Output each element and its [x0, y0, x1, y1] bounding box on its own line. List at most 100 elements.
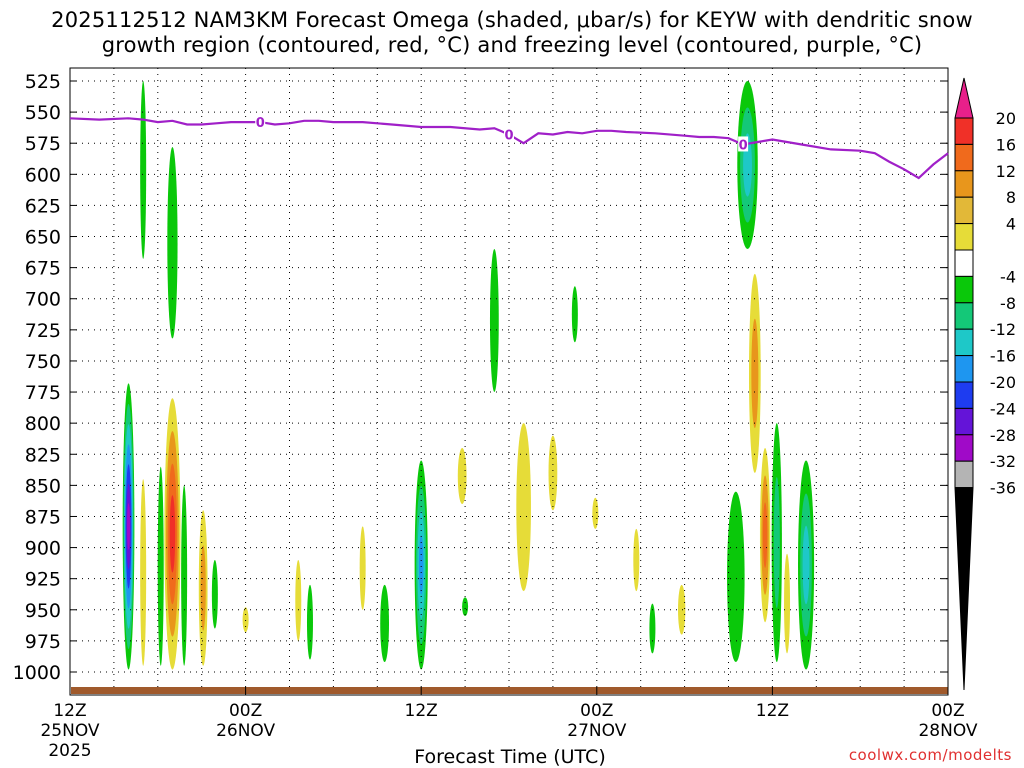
omega-shade [200, 545, 206, 631]
omega-cell [457, 448, 467, 505]
omega-cell [784, 553, 791, 654]
omega-shade [127, 503, 131, 550]
colorbar-segment [954, 328, 974, 357]
omega-cell [181, 485, 188, 666]
omega-cell [462, 597, 469, 617]
x-tick-label: 2025 [48, 741, 91, 761]
omega-shade [678, 584, 686, 635]
omega-shade [457, 448, 467, 505]
omega-shade [380, 584, 390, 663]
omega-cell [516, 423, 531, 592]
y-tick-label: 525 [25, 71, 61, 93]
omega-cell [678, 584, 686, 635]
omega-cell [211, 560, 218, 629]
y-tick-label: 975 [25, 631, 61, 653]
omega-shade [169, 495, 176, 573]
freezing-level-layer: 0 0 0 [69, 114, 949, 180]
omega-shade [571, 286, 578, 343]
colorbar-segment [954, 170, 974, 198]
x-tick-label: 00Z [931, 701, 964, 721]
omega-shade [418, 535, 424, 595]
colorbar-segment [954, 407, 974, 436]
omega-cell [798, 460, 815, 670]
omega-shade [181, 485, 188, 666]
omega-cell [198, 510, 208, 666]
omega-shade [784, 553, 791, 654]
omega-cell [380, 584, 390, 663]
omega-cell [649, 603, 656, 654]
colorbar-segment [954, 223, 974, 251]
freezing-level-label: 0 [739, 138, 748, 153]
omega-shade [802, 525, 810, 605]
ground-band [71, 687, 948, 694]
chart-title-line1: 2025112512 NAM3KM Forecast Omega (shaded… [51, 8, 973, 32]
colorbar-segment [954, 117, 974, 145]
y-tick-label: 575 [25, 133, 61, 155]
y-tick-label: 925 [25, 569, 61, 591]
y-tick-label: 650 [25, 227, 61, 249]
y-tick-label: 600 [25, 164, 61, 186]
colorbar-segment [954, 249, 974, 277]
freezing-level-line [69, 117, 949, 180]
omega-shade [157, 466, 164, 666]
colorbar-top-arrow [954, 77, 974, 119]
omega-cell [571, 286, 578, 343]
colorbar-segment [954, 196, 974, 225]
omega-shade [295, 560, 302, 641]
omega-shade [773, 476, 780, 609]
omega-cell [414, 460, 428, 670]
freezing-level-label-bg [504, 126, 514, 142]
colorbar-label: -24 [990, 399, 1016, 418]
omega-cell [167, 146, 178, 339]
colorbar: 20 16 12 8 4 -4 -8 -12 -16 -20 -24 -28 -32 -36 [954, 77, 1016, 691]
colorbar-label: -36 [990, 479, 1016, 498]
omega-cell [157, 466, 164, 666]
freezing-level-label-bg [255, 114, 266, 130]
y-tick-label: 550 [25, 102, 61, 124]
colorbar-segment [954, 302, 974, 330]
colorbar-segment [954, 143, 974, 172]
x-axis-label: Forecast Time (UTC) [414, 746, 606, 768]
omega-shade [306, 584, 313, 660]
y-tick-label: 950 [25, 600, 61, 622]
colorbar-label: 8 [1006, 188, 1016, 207]
colorbar-label: 16 [996, 135, 1016, 154]
omega-cell [140, 81, 147, 259]
omega-shade [167, 146, 178, 339]
omega-cell [727, 491, 745, 663]
y-tick-label: 1000 [13, 662, 61, 684]
omega-shade [140, 479, 147, 666]
omega-cell [306, 584, 313, 660]
y-tick-label: 725 [25, 320, 61, 342]
colorbar-label: -12 [990, 320, 1016, 339]
colorbar-label: -16 [990, 347, 1016, 366]
x-tick-label: 12Z [405, 701, 438, 721]
y-tick-label: 825 [25, 444, 61, 466]
colorbar-label: 20 [996, 109, 1016, 128]
colorbar-segment [954, 460, 974, 489]
omega-cell [759, 448, 771, 623]
colorbar-label: 4 [1006, 215, 1016, 234]
omega-shade [140, 81, 147, 259]
y-tick-label: 750 [25, 351, 61, 373]
colorbar-label: -20 [990, 373, 1016, 392]
y-tick-label: 775 [25, 382, 61, 404]
omega-shade [751, 318, 759, 429]
freezing-level-label: 0 [256, 116, 265, 131]
y-tick-label: 700 [25, 289, 61, 311]
x-tick-label: 28NOV [918, 721, 977, 741]
omega-shade [592, 497, 599, 529]
y-tick-label: 900 [25, 538, 61, 560]
omega-shade [727, 491, 745, 663]
omega-shade [489, 248, 499, 393]
omega-cell [592, 497, 599, 529]
ground-layer [71, 687, 948, 694]
y-tick-label: 675 [25, 258, 61, 280]
gridlines [70, 68, 948, 687]
colorbar-label: -4 [1000, 267, 1016, 286]
omega-shade [211, 560, 218, 629]
freezing-level-label: 0 [504, 129, 513, 144]
omega-cell [633, 528, 640, 592]
colorbar-label: -8 [1000, 294, 1016, 313]
